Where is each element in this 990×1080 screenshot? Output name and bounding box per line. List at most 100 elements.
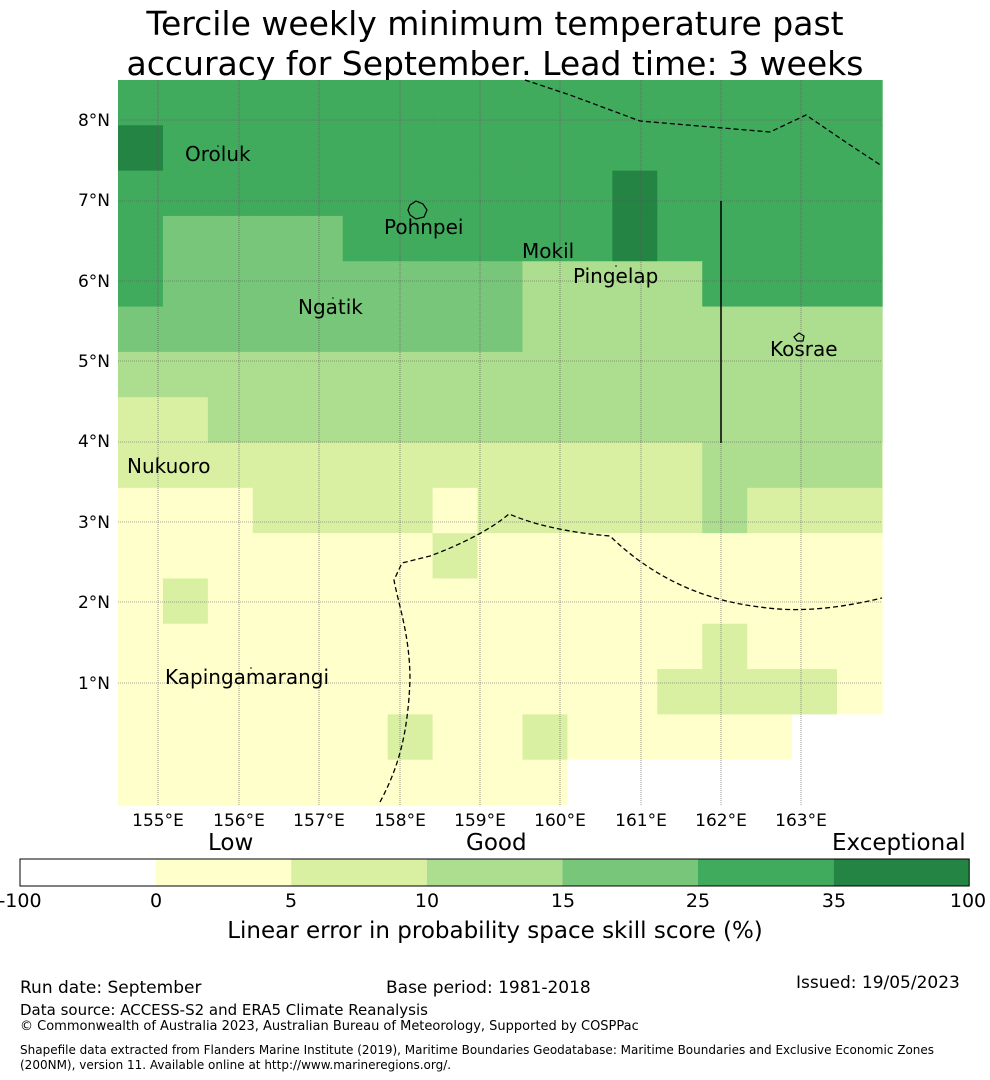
- grid-cell: [882, 805, 883, 806]
- grid-cell: [747, 487, 793, 534]
- colorbar-tick-15: 15: [550, 890, 576, 912]
- grid-cell: [118, 578, 164, 625]
- grid-cell: [567, 442, 613, 489]
- colorbar-word-good: Good: [466, 830, 527, 856]
- grid-cell: [342, 669, 389, 715]
- grid-cell: [118, 533, 164, 580]
- grid-cell: [882, 623, 883, 670]
- colorbar-frame: [19, 858, 970, 887]
- grid-cell: [207, 442, 254, 489]
- grid-cell: [657, 714, 703, 761]
- grid-cell: [702, 805, 748, 806]
- grid-cell: [477, 261, 524, 308]
- grid-cell: [207, 623, 254, 670]
- grid-cell: [522, 533, 569, 580]
- grid-cell: [612, 306, 658, 353]
- grid-cell: [432, 215, 479, 262]
- lat-label-8n: 8°N: [78, 111, 110, 131]
- grid-cell: [207, 397, 254, 444]
- grid-cell: [432, 397, 479, 444]
- grid-cell: [792, 261, 838, 308]
- grid-cell: [477, 442, 524, 489]
- grid-cell: [342, 170, 389, 217]
- grid-cell: [297, 714, 344, 761]
- grid-cell: [882, 80, 883, 126]
- grid-cell: [297, 623, 344, 670]
- grid-cell: [477, 170, 524, 217]
- grid-cell: [432, 125, 479, 172]
- grid-cell: [657, 397, 703, 444]
- grid-cell: [792, 759, 838, 806]
- longitude-labels: 155°E 156°E 157°E 158°E 159°E 160°E 161°…: [132, 811, 827, 830]
- grid-cell: [207, 215, 254, 262]
- grid-cell: [612, 80, 658, 126]
- grid-cell: [252, 306, 299, 353]
- grid-cell: [567, 125, 613, 172]
- grid-cell: [792, 170, 838, 217]
- grid-cell: [162, 759, 209, 806]
- grid-cell: [567, 261, 613, 308]
- data-source: Data source: ACCESS-S2 and ERA5 Climate …: [20, 1001, 428, 1019]
- grid-cell: [522, 351, 569, 398]
- colorbar-segment-6: [698, 859, 834, 886]
- grid-cell: [252, 623, 299, 670]
- grid-cell: [657, 215, 703, 262]
- grid-cell: [747, 442, 793, 489]
- grid-cell: [837, 80, 883, 126]
- grid-cell: [207, 533, 254, 580]
- grid-cell: [837, 533, 883, 580]
- place-label-oroluk: Oroluk: [185, 142, 251, 166]
- grid-cell: [882, 170, 883, 217]
- grid-cell: [522, 578, 569, 625]
- grid-cell: [882, 306, 883, 353]
- grid-cell: [657, 578, 703, 625]
- grid-cell: [252, 487, 299, 534]
- colorbar-title: Linear error in probability space skill …: [227, 918, 763, 944]
- grid-cell: [387, 442, 434, 489]
- colorbar-tick-0: 0: [149, 890, 163, 912]
- grid-cell: [477, 306, 524, 353]
- grid-cell: [837, 714, 883, 761]
- copyright: © Commonwealth of Australia 2023, Austra…: [20, 1019, 639, 1034]
- grid-cell: [792, 215, 838, 262]
- colorbar: [19, 858, 970, 887]
- grid-cell: [657, 442, 703, 489]
- grid-cell: [747, 170, 793, 217]
- grid-cell: [657, 125, 703, 172]
- grid-cell: [567, 80, 613, 126]
- grid-cell: [792, 623, 838, 670]
- grid-cell: [657, 759, 703, 806]
- colorbar-word-exceptional: Exceptional: [832, 830, 966, 856]
- grid-cell: [477, 669, 524, 715]
- colorbar-tick-35: 35: [821, 890, 847, 912]
- grid-cell: [837, 623, 883, 670]
- grid-cell: [837, 215, 883, 262]
- grid-cell: [297, 351, 344, 398]
- issued-date: Issued: 19/05/2023: [796, 973, 960, 993]
- grid-cell: [252, 578, 299, 625]
- grid-cell: [702, 397, 748, 444]
- grid-cell: [657, 805, 703, 806]
- grid-cell: [837, 261, 883, 308]
- grid-cell: [522, 442, 569, 489]
- grid-cell: [432, 533, 479, 580]
- pohnpei-island-shape: [407, 200, 428, 220]
- grid-cell: [387, 533, 434, 580]
- grid-cell: [522, 714, 569, 761]
- grid-cell: [162, 669, 209, 715]
- place-label-mokil: Mokil: [522, 239, 574, 263]
- grid-cell: [792, 487, 838, 534]
- lat-label-3n: 3°N: [78, 513, 110, 533]
- grid-cell: [387, 125, 434, 172]
- colorbar-tick-10: 10: [414, 890, 440, 912]
- grid-cell: [207, 306, 254, 353]
- grid-cell: [118, 669, 164, 715]
- grid-cell: [702, 170, 748, 217]
- grid-cell: [297, 125, 344, 172]
- grid-cell: [612, 351, 658, 398]
- grid-cell: [162, 170, 209, 217]
- grid-cell: [207, 714, 254, 761]
- colorbar-segment-5: [562, 859, 698, 886]
- base-period: Base period: 1981-2018: [386, 978, 591, 998]
- grid-cell: [252, 442, 299, 489]
